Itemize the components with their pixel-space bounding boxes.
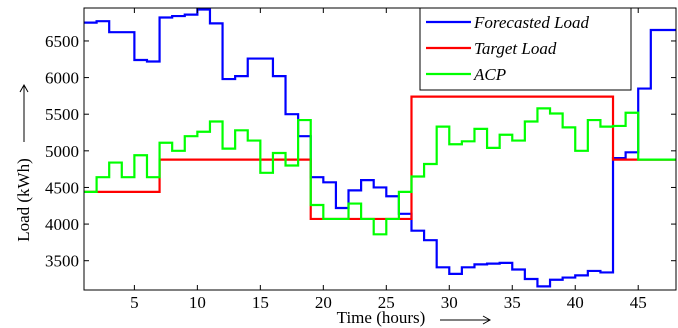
x-tick-label: 10 [189,293,206,312]
legend: Forecasted Load Target Load ACP [419,7,632,91]
series-line-target-load [84,95,676,221]
y-tick-label: 6000 [45,69,79,88]
y-axis-label-group: Load (kWh) [14,83,33,242]
x-tick-label: 40 [567,293,584,312]
y-tick-label: 4000 [45,215,79,234]
y-tick-label: 6500 [45,32,79,51]
legend-label-target-load: Target Load [474,39,557,58]
series-layer [84,8,676,288]
y-tick-label: 4500 [45,178,79,197]
y-tick-label: 5000 [45,142,79,161]
legend-label-forecasted-load: Forecasted Load [473,13,590,32]
legend-label-acp: ACP [473,65,506,84]
series-line-acp [84,107,676,236]
legend-entry-target-load: Target Load [426,39,557,58]
x-tick-label: 30 [441,293,458,312]
x-tick-label: 45 [630,293,647,312]
legend-entry-forecasted-load: Forecasted Load [426,13,590,32]
x-axis-label: Time (hours) [337,308,426,327]
x-axis-label-group: Time (hours) [337,308,492,327]
y-axis-arrow-icon [19,83,29,142]
series-line-forecasted-load [84,8,676,288]
x-axis-arrow-icon [440,315,492,325]
plot-frame [83,7,677,291]
y-tick-label: 5500 [45,105,79,124]
legend-entry-acp: ACP [426,65,506,84]
x-tick-label: 20 [315,293,332,312]
x-tick-label: 25 [378,293,395,312]
x-tick-label: 5 [130,293,139,312]
y-axis-label: Load (kWh) [14,158,33,242]
x-tick-label: 15 [252,293,269,312]
y-tick-label: 3500 [45,252,79,271]
tick-labels-layer: 5 10 15 20 25 30 35 40 45 3500 4000 4500 5000 5500 600… [45,32,647,312]
x-tick-label: 35 [504,293,521,312]
